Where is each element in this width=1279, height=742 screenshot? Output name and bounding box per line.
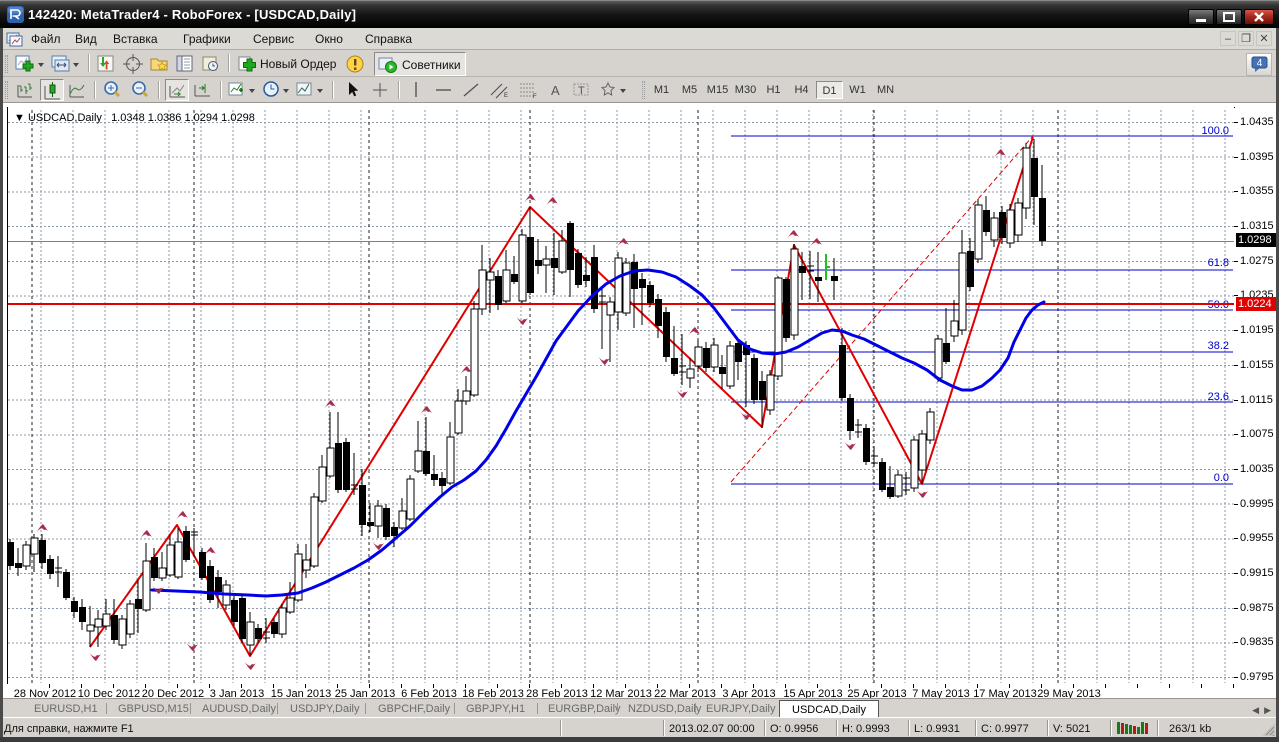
svg-text:100.0: 100.0 [1201,125,1229,137]
svg-text:A: A [551,83,560,98]
svg-text:4: 4 [1257,58,1263,69]
svg-text:T: T [578,85,585,97]
svg-text:▼ USDCAD,Daily 1.0348 1.0386: ▼ USDCAD,Daily 1.0348 1.0386 1.0294 1.02… [14,112,255,124]
svg-text:E: E [504,93,508,99]
svg-text:0.0: 0.0 [1214,472,1229,484]
svg-text:38.2: 38.2 [1208,340,1229,352]
svg-text:23.6: 23.6 [1208,391,1229,403]
svg-text:61.8: 61.8 [1208,257,1229,269]
svg-text:F: F [533,94,537,100]
